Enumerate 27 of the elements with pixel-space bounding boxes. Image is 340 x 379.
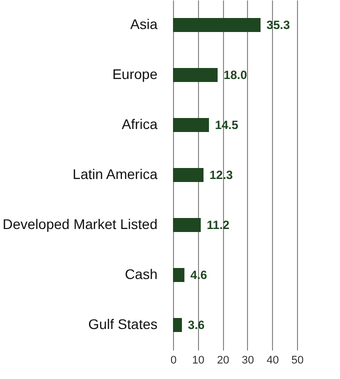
y-tick-label: Gulf States bbox=[88, 316, 158, 332]
data-label: 18.0 bbox=[224, 68, 248, 82]
bar bbox=[173, 318, 182, 332]
bar bbox=[173, 18, 261, 32]
bar bbox=[173, 168, 204, 182]
bar bbox=[173, 268, 184, 282]
x-tick-label: 50 bbox=[291, 354, 304, 366]
x-tick-label: 10 bbox=[192, 354, 204, 366]
data-label: 14.5 bbox=[214, 118, 239, 132]
bar bbox=[173, 118, 209, 132]
data-label: 4.6 bbox=[190, 268, 208, 282]
data-label: 12.3 bbox=[210, 168, 234, 182]
x-tick-label: 30 bbox=[242, 354, 254, 366]
y-tick-label: Africa bbox=[122, 116, 158, 132]
bar bbox=[173, 68, 218, 82]
bar bbox=[173, 218, 201, 232]
data-label: 35.3 bbox=[266, 18, 290, 32]
x-tick-label: 0 bbox=[170, 354, 177, 366]
y-tick-label: Cash bbox=[124, 266, 158, 282]
y-tick-label: Developed Market Listed bbox=[2, 216, 158, 232]
x-tick-label: 40 bbox=[266, 354, 279, 366]
data-label: 11.2 bbox=[206, 218, 230, 232]
x-tick-label: 20 bbox=[216, 354, 230, 366]
data-label: 3.6 bbox=[188, 318, 205, 332]
y-tick-label: Latin America bbox=[72, 166, 158, 182]
y-tick-label: Europe bbox=[112, 66, 158, 82]
y-tick-label: Asia bbox=[130, 16, 158, 32]
